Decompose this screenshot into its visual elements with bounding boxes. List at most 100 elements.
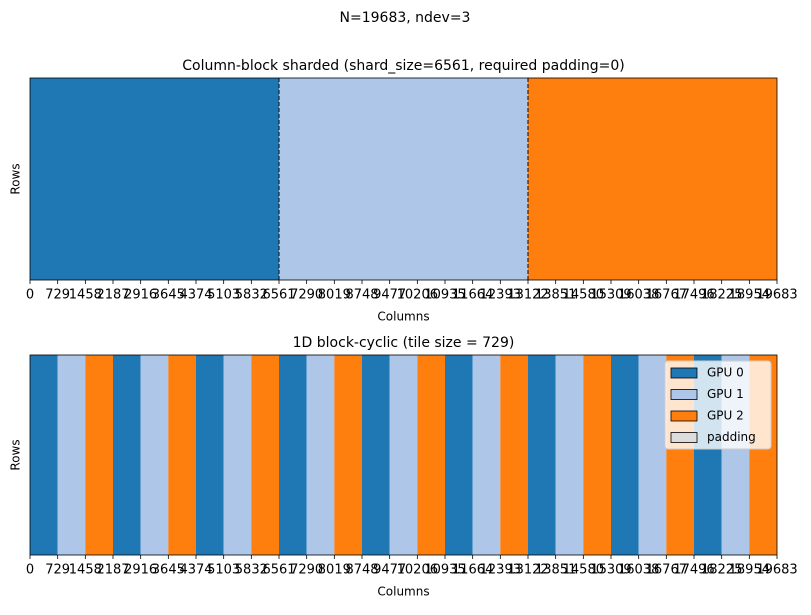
block [583, 355, 611, 555]
legend-swatch [670, 432, 698, 443]
block [638, 355, 667, 555]
block [223, 355, 252, 555]
legend-box [664, 360, 772, 450]
x-tick-label: 16038 [618, 288, 659, 303]
block [334, 355, 362, 555]
x-tick-label: 14580 [563, 288, 604, 303]
x-tick-label: 8019 [318, 288, 351, 303]
block [611, 355, 639, 555]
x-tick-label: 1458 [69, 563, 102, 578]
legend-label: GPU 1 [707, 387, 744, 401]
x-tick-label: 18954 [729, 563, 770, 578]
x-tick-label: 10935 [424, 288, 465, 303]
x-tick-label: 14580 [563, 563, 604, 578]
x-tick-label: 5832 [235, 563, 268, 578]
x-tick-label: 13851 [535, 563, 576, 578]
block [168, 355, 196, 555]
x-tick-label: 1458 [69, 288, 102, 303]
block [57, 355, 86, 555]
x-tick-label: 17496 [673, 288, 714, 303]
axes-title: 1D block-cyclic (tile size = 729) [293, 335, 515, 351]
x-tick-label: 11664 [452, 563, 493, 578]
block [306, 355, 335, 555]
x-tick-label: 13851 [535, 288, 576, 303]
x-tick-label: 18954 [729, 288, 770, 303]
x-tick-label: 8748 [345, 563, 378, 578]
x-tick-label: 4374 [179, 288, 212, 303]
suptitle: N=19683, ndev=3 [340, 10, 471, 26]
x-tick-label: 18225 [701, 563, 742, 578]
legend-label: GPU 2 [707, 409, 744, 423]
x-tick-label: 5103 [207, 563, 240, 578]
x-tick-label: 12393 [480, 563, 521, 578]
x-tick-label: 13122 [507, 288, 548, 303]
x-tick-label: 9477 [373, 288, 406, 303]
x-tick-label: 7290 [290, 563, 323, 578]
x-tick-label: 15309 [590, 288, 631, 303]
x-tick-label: 10206 [397, 288, 438, 303]
block [85, 355, 113, 555]
x-tick-label: 13122 [507, 563, 548, 578]
x-axis-label: Columns [377, 310, 429, 324]
x-tick-label: 729 [45, 563, 70, 578]
x-tick-label: 2916 [124, 563, 157, 578]
x-tick-label: 19683 [756, 563, 797, 578]
x-tick-label: 6561 [262, 563, 295, 578]
x-tick-label: 10935 [424, 563, 465, 578]
block [528, 355, 556, 555]
x-tick-label: 2187 [96, 288, 129, 303]
x-tick-label: 5103 [207, 288, 240, 303]
x-tick-label: 11664 [452, 288, 493, 303]
x-tick-label: 0 [26, 288, 34, 303]
block [30, 78, 279, 280]
x-axis-label: Columns [377, 585, 429, 599]
x-tick-label: 3645 [152, 563, 185, 578]
x-tick-label: 12393 [480, 288, 521, 303]
block [279, 78, 528, 280]
legend-swatch [670, 367, 698, 379]
x-tick-label: 0 [26, 563, 34, 578]
x-tick-label: 2187 [96, 563, 129, 578]
x-tick-label: 3645 [152, 288, 185, 303]
x-tick-label: 2916 [124, 288, 157, 303]
block [140, 355, 169, 555]
axes-frame [29, 354, 778, 556]
legend-swatch [670, 410, 698, 422]
axes-frame [29, 77, 778, 281]
block [472, 355, 501, 555]
block [196, 355, 224, 555]
x-tick-label: 729 [45, 288, 70, 303]
block [362, 355, 390, 555]
x-tick-label: 16038 [618, 563, 659, 578]
x-tick-label: 4374 [179, 563, 212, 578]
x-tick-label: 19683 [756, 288, 797, 303]
block [500, 355, 528, 555]
block [113, 355, 141, 555]
legend-swatch [670, 389, 698, 400]
x-tick-label: 15309 [590, 563, 631, 578]
x-tick-label: 18225 [701, 288, 742, 303]
legend-label: GPU 0 [707, 366, 744, 380]
block [528, 78, 777, 280]
x-tick-label: 10206 [397, 563, 438, 578]
x-tick-label: 8019 [318, 563, 351, 578]
x-tick-label: 7290 [290, 288, 323, 303]
block [279, 355, 307, 555]
legend-label: padding [707, 430, 756, 444]
block [30, 355, 58, 555]
block [445, 355, 473, 555]
block [389, 355, 418, 555]
block [417, 355, 445, 555]
x-tick-label: 17496 [673, 563, 714, 578]
x-tick-label: 5832 [235, 288, 268, 303]
x-tick-label: 16767 [646, 288, 687, 303]
block [555, 355, 584, 555]
x-tick-label: 6561 [262, 288, 295, 303]
axes-title: Column-block sharded (shard_size=6561, r… [182, 58, 624, 74]
x-tick-label: 9477 [373, 563, 406, 578]
y-axis-label: Rows [9, 439, 23, 470]
x-tick-label: 16767 [646, 563, 687, 578]
y-axis-label: Rows [9, 163, 23, 194]
